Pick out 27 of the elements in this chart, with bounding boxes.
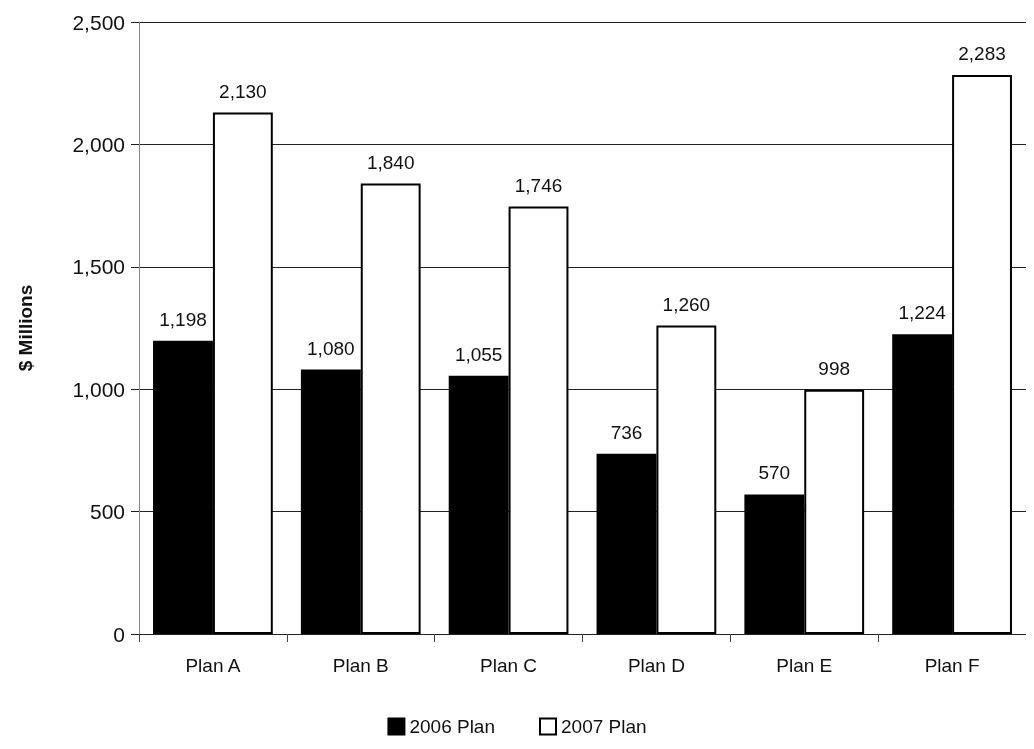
data-label: 1,224 <box>898 302 947 324</box>
x-tick-label: Plan D <box>627 655 685 676</box>
x-tick-label: Plan B <box>332 655 389 676</box>
x-tick-label: Plan F <box>924 655 980 676</box>
y-axis-title: $ Millions <box>15 284 36 372</box>
data-label: 1,055 <box>454 343 503 365</box>
data-label: 1,260 <box>662 293 711 315</box>
y-tick-label: 2,500 <box>72 10 125 34</box>
y-tick-label: 500 <box>89 500 125 524</box>
data-label: 1,746 <box>514 174 563 196</box>
data-label: 736 <box>610 421 643 443</box>
x-tick-label: Plan E <box>776 655 833 676</box>
data-label: 1,080 <box>307 337 355 359</box>
data-label: 1,840 <box>366 151 415 173</box>
data-label: 570 <box>758 462 791 484</box>
data-label: 998 <box>818 357 851 379</box>
legend-label: 2007 Plan <box>561 716 647 737</box>
y-tick-label: 1,000 <box>72 377 125 401</box>
data-label: 2,130 <box>219 80 267 102</box>
y-tick-label: 1,500 <box>72 255 125 279</box>
legend-label: 2006 Plan <box>409 716 495 737</box>
data-label: 1,198 <box>159 308 207 330</box>
y-tick-label: 0 <box>113 622 125 646</box>
x-tick-label: Plan A <box>185 655 241 676</box>
data-label: 2,283 <box>958 43 1006 65</box>
y-tick-label: 2,000 <box>72 132 125 156</box>
x-tick-label: Plan C <box>480 655 538 676</box>
